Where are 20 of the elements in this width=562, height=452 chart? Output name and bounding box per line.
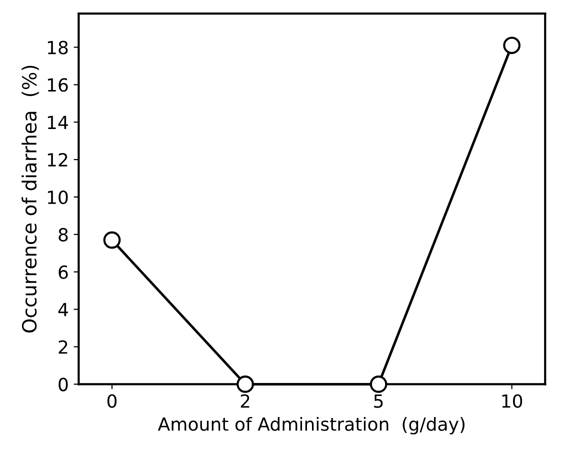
y-tick-label: 14 xyxy=(48,116,68,129)
y-tick-label: 12 xyxy=(48,153,68,166)
y-tick-label: 8 xyxy=(58,228,68,242)
x-axis-title: Amount of Administration (g/day) xyxy=(158,416,464,434)
y-tick-label: 0 xyxy=(58,378,68,392)
point xyxy=(236,376,254,393)
y-tick-label: 16 xyxy=(48,78,68,92)
x-tick-label: 2 xyxy=(240,394,250,408)
point xyxy=(370,376,388,393)
x-tick-label: 5 xyxy=(374,394,383,408)
y-tick-label: 6 xyxy=(58,265,68,279)
y-tick-label: 4 xyxy=(58,303,68,316)
point xyxy=(503,36,521,54)
y-axis-title: Occurrence of diarrhea (%) xyxy=(22,66,39,333)
y-tick-label: 18 xyxy=(48,40,68,54)
x-tick-label: 0 xyxy=(107,394,117,408)
x-tick-label: 10 xyxy=(502,394,522,408)
y-tick-label: 10 xyxy=(48,190,68,204)
point xyxy=(103,231,121,249)
y-tick-label: 2 xyxy=(58,340,68,354)
